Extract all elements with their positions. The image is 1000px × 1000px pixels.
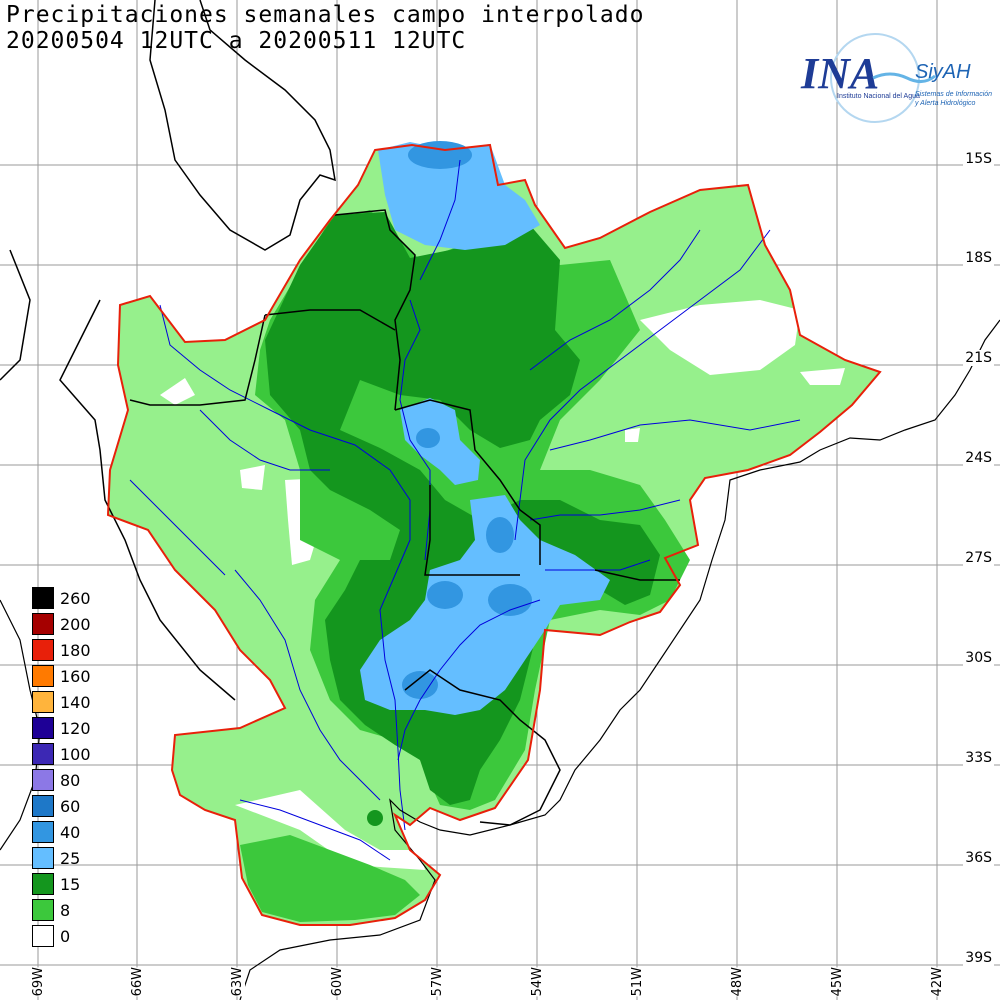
legend-row: 80 xyxy=(32,767,100,793)
precip-spot-15-delta xyxy=(367,810,383,826)
legend-row: 140 xyxy=(32,689,100,715)
lat-label-18s: 18S xyxy=(963,250,994,266)
lon-label-60w: 60W xyxy=(330,966,345,996)
legend-swatch xyxy=(32,691,54,713)
legend-label: 15 xyxy=(60,874,81,894)
legend-swatch xyxy=(32,873,54,895)
ina-siyah-logo: INA SiyAH Instituto Nacional del Agua Si… xyxy=(800,33,992,123)
legend-label: 200 xyxy=(60,614,91,634)
lon-label-48w: 48W xyxy=(730,966,745,996)
basin-outline xyxy=(106,143,882,926)
legend-row: 260 xyxy=(32,585,100,611)
legend-label: 140 xyxy=(60,692,91,712)
logo-subtitle: Instituto Nacional del Agua xyxy=(837,93,920,100)
precip-band-25 xyxy=(360,142,610,715)
political-borders xyxy=(0,0,680,826)
legend-row: 0 xyxy=(32,923,100,949)
legend-swatch xyxy=(32,717,54,739)
legend-swatch xyxy=(32,821,54,843)
lon-label-51w: 51W xyxy=(630,966,645,996)
legend-label: 40 xyxy=(60,822,81,842)
legend-label: 120 xyxy=(60,718,91,738)
lat-label-27s: 27S xyxy=(963,550,994,566)
legend-label: 260 xyxy=(60,588,91,608)
lat-label-15s: 15S xyxy=(963,151,994,167)
legend-row: 25 xyxy=(32,845,100,871)
logo-tagline-2: y Alerta Hidrológico xyxy=(914,100,976,107)
precip-band-0-patches xyxy=(160,300,845,870)
legend-label: 60 xyxy=(60,796,81,816)
legend-swatch xyxy=(32,847,54,869)
lon-label-66w: 66W xyxy=(130,966,145,996)
legend-row: 100 xyxy=(32,741,100,767)
legend-swatch xyxy=(32,899,54,921)
legend-row: 15 xyxy=(32,871,100,897)
legend-row: 120 xyxy=(32,715,100,741)
legend-row: 8 xyxy=(32,897,100,923)
legend-swatch xyxy=(32,665,54,687)
lon-label-54w: 54W xyxy=(530,966,545,996)
legend-row: 180 xyxy=(32,637,100,663)
legend-swatch xyxy=(32,769,54,791)
precip-band-15 xyxy=(265,212,660,805)
rivers xyxy=(129,159,801,861)
legend-swatch xyxy=(32,925,54,947)
legend-label: 100 xyxy=(60,744,91,764)
legend-label: 0 xyxy=(60,926,71,946)
lon-label-42w: 42W xyxy=(930,966,945,996)
legend-row: 160 xyxy=(32,663,100,689)
precip-band-15-light-south xyxy=(240,835,420,922)
wave-icon xyxy=(872,72,936,83)
legend-swatch xyxy=(32,743,54,765)
legend-label: 160 xyxy=(60,666,91,686)
lat-label-36s: 36S xyxy=(963,850,994,866)
logo-tagline-1: Sistemas de Información xyxy=(915,91,992,98)
lat-label-21s: 21S xyxy=(963,350,994,366)
legend-label: 8 xyxy=(60,900,71,920)
legend-swatch xyxy=(32,795,54,817)
legend-swatch xyxy=(32,587,54,609)
legend-label: 25 xyxy=(60,848,81,868)
legend-row: 60 xyxy=(32,793,100,819)
lon-label-57w: 57W xyxy=(430,966,445,996)
lon-label-45w: 45W xyxy=(830,966,845,996)
legend-swatch xyxy=(32,613,54,635)
lon-label-69w: 69W xyxy=(31,966,46,996)
precip-legend: 260 200 180 160 140 120 100 80 60 40 25 … xyxy=(32,585,100,949)
lat-label-24s: 24S xyxy=(963,450,994,466)
map-period: 20200504 12UTC a 20200511 12UTC xyxy=(6,28,467,54)
logo-brand: INA xyxy=(800,49,879,98)
lat-label-33s: 33S xyxy=(963,750,994,766)
legend-label: 80 xyxy=(60,770,81,790)
legend-label: 180 xyxy=(60,640,91,660)
legend-row: 200 xyxy=(32,611,100,637)
logo-system: SiyAH xyxy=(915,61,971,83)
lon-label-63w: 63W xyxy=(230,966,245,996)
legend-swatch xyxy=(32,639,54,661)
lat-label-30s: 30S xyxy=(963,650,994,666)
precip-spot-15-south xyxy=(448,780,472,800)
map-title: Precipitaciones semanales campo interpol… xyxy=(6,2,645,28)
legend-row: 40 xyxy=(32,819,100,845)
lat-label-39s: 39S xyxy=(963,950,994,966)
